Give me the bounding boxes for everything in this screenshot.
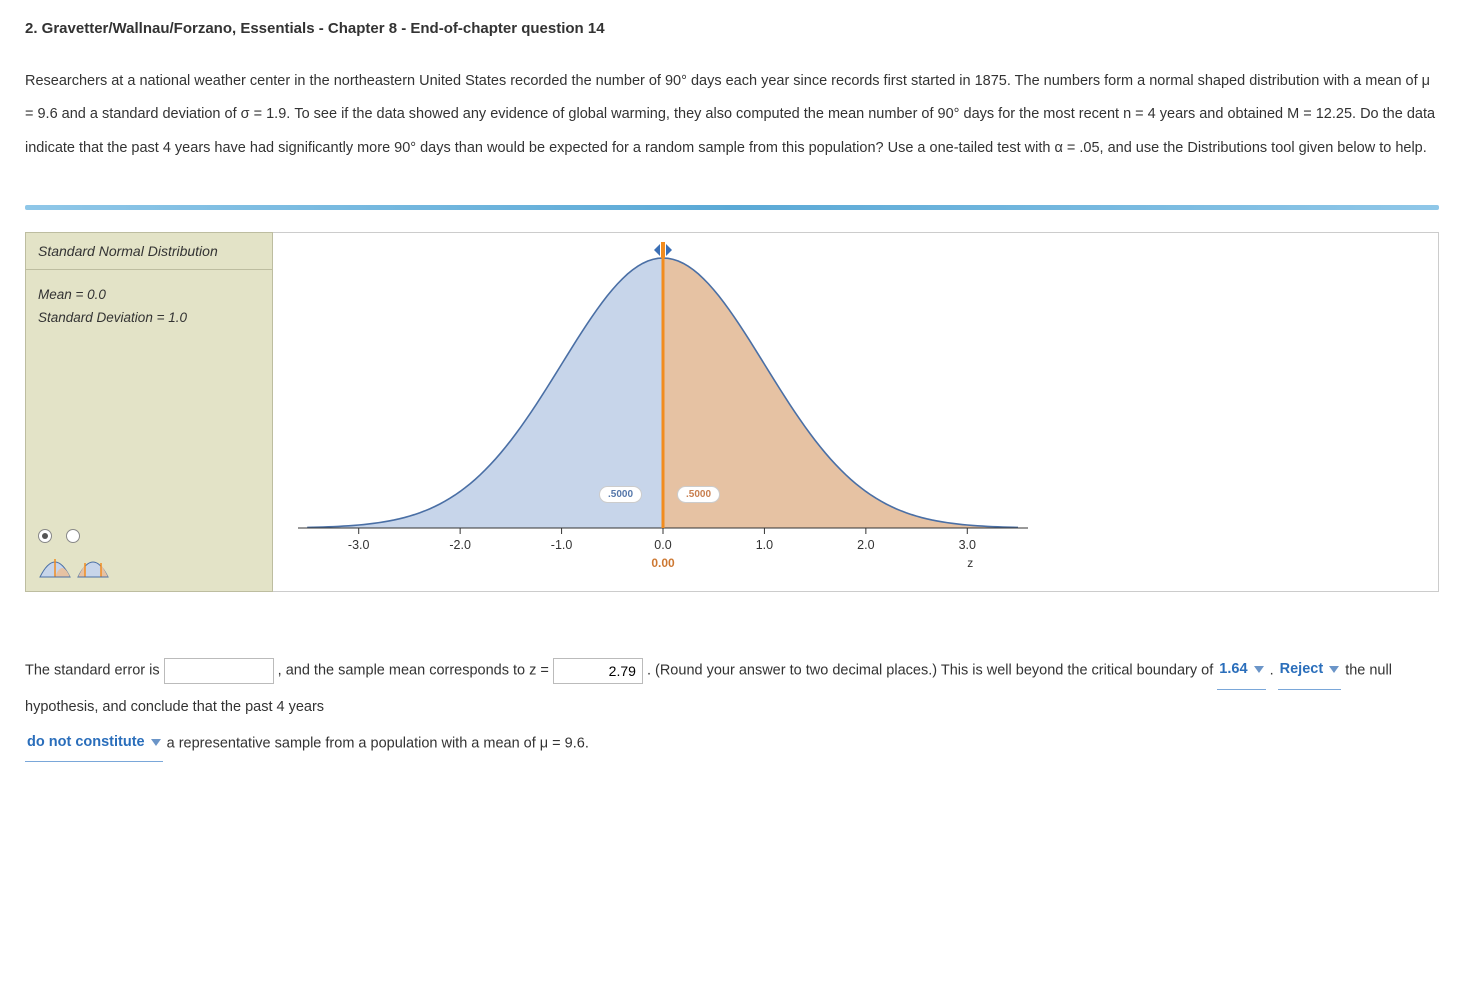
decision-value: Reject xyxy=(1280,652,1324,687)
question-body: Researchers at a national weather center… xyxy=(25,65,1439,165)
tool-title: Standard Normal Distribution xyxy=(26,233,272,270)
chevron-down-icon xyxy=(151,739,161,746)
tool-mean: Mean = 0.0 xyxy=(38,284,260,307)
question-heading: 2. Gravetter/Wallnau/Forzano, Essentials… xyxy=(25,20,1439,37)
standard-error-input[interactable] xyxy=(164,658,274,684)
probability-badge-left: .5000 xyxy=(599,486,642,503)
distribution-tool: Standard Normal Distribution Mean = 0.0 … xyxy=(25,232,1439,592)
answer-text-2: , and the sample mean corresponds to z = xyxy=(278,663,553,679)
axis-tick-label: -2.0 xyxy=(449,538,471,552)
mini-curve-selector xyxy=(26,557,272,591)
radio-mode-1[interactable] xyxy=(38,529,52,543)
axis-tick-label: 0.0 xyxy=(654,538,671,552)
normal-curve-svg xyxy=(273,233,1053,563)
answer-text-3: . (Round your answer to two decimal plac… xyxy=(647,663,1217,679)
axis-tick-label: 1.0 xyxy=(756,538,773,552)
chevron-down-icon xyxy=(1329,666,1339,673)
decision-dropdown[interactable]: Reject xyxy=(1278,652,1342,690)
chevron-down-icon xyxy=(1254,666,1264,673)
tool-sd: Standard Deviation = 1.0 xyxy=(38,307,260,330)
answer-text-6: a representative sample from a populatio… xyxy=(167,735,589,751)
axis-tick-label: 2.0 xyxy=(857,538,874,552)
critical-boundary-value: 1.64 xyxy=(1219,652,1247,687)
tool-controls xyxy=(26,519,272,553)
mini-curve-two-tail-icon[interactable] xyxy=(76,557,110,579)
probability-badge-right: .5000 xyxy=(677,486,720,503)
constitute-value: do not constitute xyxy=(27,725,145,760)
answer-paragraph: The standard error is , and the sample m… xyxy=(25,652,1439,762)
tool-params: Mean = 0.0 Standard Deviation = 1.0 xyxy=(26,270,272,519)
radio-mode-2[interactable] xyxy=(66,529,80,543)
z-split-value: 0.00 xyxy=(651,556,674,570)
constitute-dropdown[interactable]: do not constitute xyxy=(25,725,163,763)
chart-area: -3.0 -2.0 -1.0 0.0 1.0 2.0 3.0 0.00 z .5000 .5000 xyxy=(273,232,1439,592)
axis-tick-label: 3.0 xyxy=(959,538,976,552)
axis-tick-label: -1.0 xyxy=(551,538,573,552)
critical-boundary-dropdown[interactable]: 1.64 xyxy=(1217,652,1265,690)
answer-text-4: . xyxy=(1270,663,1278,679)
z-axis-label: z xyxy=(967,556,973,570)
mini-curve-split-icon[interactable] xyxy=(38,557,72,579)
separator-bar xyxy=(25,205,1439,210)
axis-tick-label: -3.0 xyxy=(348,538,370,552)
z-score-input[interactable] xyxy=(553,658,643,684)
answer-text-1: The standard error is xyxy=(25,663,164,679)
z-slider-handle[interactable] xyxy=(652,240,674,263)
tool-sidebar: Standard Normal Distribution Mean = 0.0 … xyxy=(25,232,273,592)
